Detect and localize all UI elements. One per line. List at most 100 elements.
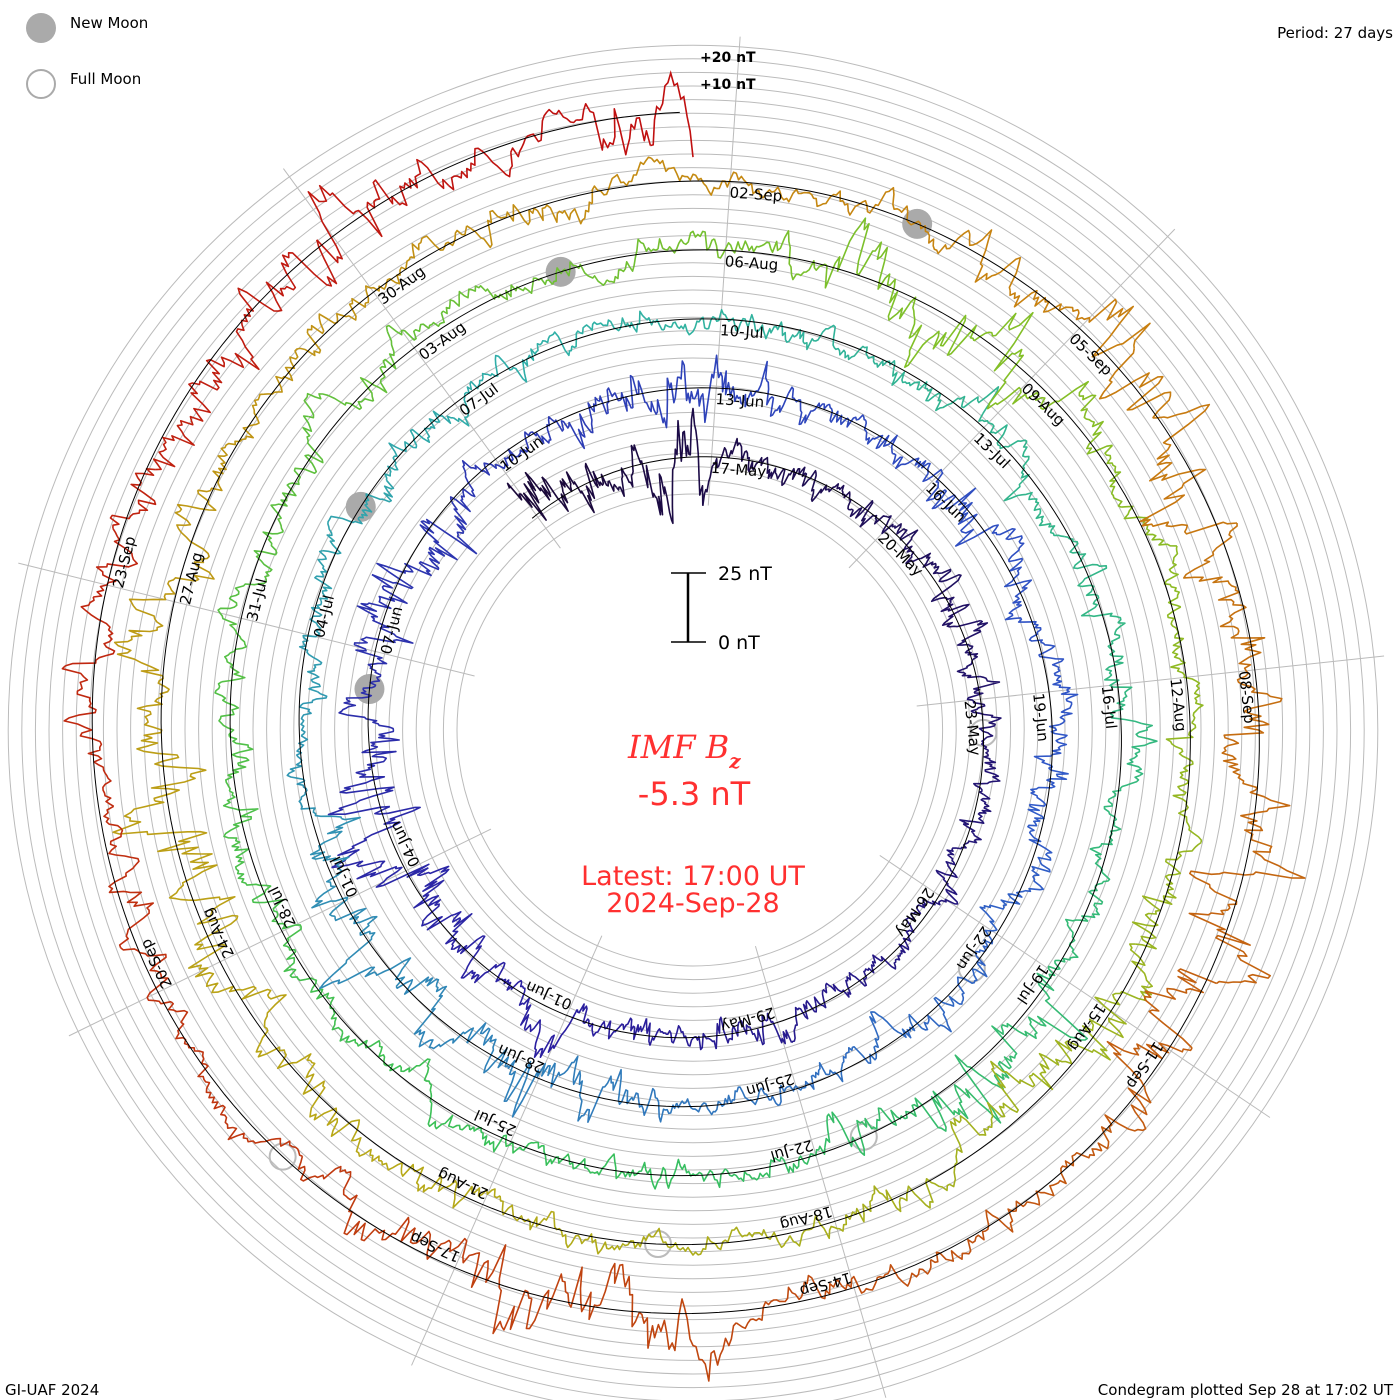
bz-trace-segment bbox=[234, 287, 283, 371]
bz-trace-segment bbox=[371, 561, 440, 590]
scale-bottom-label: 0 nT bbox=[718, 632, 760, 654]
radial-spoke bbox=[848, 228, 1176, 569]
bz-trace-segment bbox=[225, 735, 254, 792]
bz-trace-segment bbox=[306, 297, 367, 335]
bz-trace-segment bbox=[650, 157, 717, 196]
bz-trace-segment bbox=[461, 460, 491, 498]
bz-trace-segment bbox=[1236, 656, 1283, 723]
radial-spokes bbox=[18, 36, 1385, 1398]
radial-spoke bbox=[916, 655, 1385, 707]
bz-trace-segment bbox=[358, 479, 395, 519]
bz-trace-segment bbox=[716, 171, 781, 199]
bz-trace-segment bbox=[729, 1226, 791, 1249]
bz-trace-segment bbox=[735, 1286, 803, 1330]
bz-trace-segment bbox=[168, 853, 236, 914]
bz-trace-segment bbox=[255, 1020, 312, 1070]
bz-trace-segment bbox=[986, 380, 1089, 410]
bz-trace-segment bbox=[528, 201, 593, 225]
bz-trace-segment bbox=[569, 1153, 623, 1180]
bz-trace-segment bbox=[113, 605, 164, 677]
bz-trace-segment bbox=[310, 988, 344, 1033]
bz-trace-segment bbox=[1126, 722, 1158, 777]
bz-trace-segment bbox=[1103, 774, 1140, 824]
date-label: 21-Aug bbox=[435, 1165, 491, 1203]
bz-trace-segment bbox=[991, 524, 1025, 563]
bz-trace-segment bbox=[979, 889, 1026, 923]
date-label: 12-Aug bbox=[1166, 677, 1190, 732]
bz-trace-segment bbox=[1104, 444, 1123, 508]
grid-circle bbox=[347, 384, 1039, 1076]
grid-circle bbox=[442, 479, 944, 981]
bz-trace-segment bbox=[221, 627, 248, 683]
bz-trace-segment bbox=[227, 1126, 303, 1157]
bz-trace-segment bbox=[481, 354, 529, 383]
date-label: 19-Jun bbox=[1029, 692, 1052, 742]
grid-circle bbox=[429, 466, 957, 994]
bz-trace-segment bbox=[167, 1001, 205, 1064]
bz-trace-segment bbox=[1217, 591, 1266, 658]
bz-trace-segment bbox=[973, 311, 1034, 410]
bz-trace-segment bbox=[188, 912, 239, 984]
bz-trace-segment bbox=[385, 1058, 433, 1094]
bz-trace-segment bbox=[282, 939, 318, 989]
bz-trace-segment bbox=[355, 733, 400, 775]
bz-trace-segment bbox=[666, 360, 708, 424]
bz-trace-segment bbox=[584, 462, 618, 501]
bz-trace-segment bbox=[253, 530, 284, 582]
bz-trace-segment bbox=[935, 853, 958, 896]
bz-trace-segment bbox=[657, 230, 715, 254]
grid-circle bbox=[157, 194, 1229, 1266]
bz-trace-segment bbox=[645, 1018, 681, 1046]
bz-trace-segment bbox=[940, 596, 981, 628]
bz-trace-segment bbox=[1097, 1087, 1152, 1152]
full-moon-marker bbox=[957, 954, 986, 983]
bz-trace-segment bbox=[298, 643, 323, 693]
bz-trace-segment bbox=[798, 466, 828, 502]
radial-spoke bbox=[18, 562, 475, 677]
legend-new-moon: New Moon bbox=[70, 14, 148, 32]
date-label: 06-Aug bbox=[724, 252, 779, 274]
bz-trace-segment bbox=[956, 961, 988, 1005]
bz-trace-segment bbox=[103, 805, 140, 874]
bz-trace-segment bbox=[582, 1068, 634, 1123]
bz-trace-segment bbox=[61, 665, 97, 740]
bz-trace-segment bbox=[916, 891, 959, 915]
bz-trace-segment bbox=[930, 564, 962, 603]
bz-trace-segment bbox=[985, 1190, 1050, 1233]
bz-trace-segment bbox=[1089, 823, 1122, 873]
bz-trace-segment bbox=[914, 1084, 980, 1132]
bz-trace-segment bbox=[769, 230, 826, 281]
bz-trace-segment bbox=[650, 70, 694, 158]
bz-trace-segment bbox=[302, 600, 323, 644]
bz-trace-segment bbox=[1170, 666, 1204, 724]
bz-trace-segment bbox=[331, 860, 430, 888]
bz-trace-segment bbox=[303, 392, 374, 419]
bz-trace-segment bbox=[849, 500, 889, 528]
bz-trace-segment bbox=[197, 440, 241, 493]
bz-trace-segment bbox=[152, 414, 204, 471]
bz-trace-segment bbox=[136, 675, 170, 739]
bz-trace-segment bbox=[802, 324, 849, 359]
bz-trace-segment bbox=[466, 1022, 510, 1074]
bz-trace-segment bbox=[525, 1266, 601, 1330]
date-label: 23-May bbox=[961, 699, 985, 756]
bz-trace-segment bbox=[550, 1055, 584, 1122]
bz-trace-segment bbox=[779, 188, 844, 208]
bz-trace-segment bbox=[87, 737, 115, 807]
radial-spoke bbox=[411, 935, 603, 1366]
bz-trace-segment bbox=[356, 573, 408, 620]
bz-trace-segment bbox=[506, 471, 552, 521]
bz-trace-segment bbox=[591, 387, 633, 415]
radial-spoke bbox=[707, 36, 741, 506]
bz-trace-segment bbox=[813, 982, 852, 1009]
scale-bar: 25 nT 0 nT bbox=[671, 563, 772, 654]
bz-trace-segment bbox=[395, 976, 448, 1035]
date-label: 10-Jun bbox=[497, 432, 547, 475]
bz-trace-segment bbox=[1029, 1039, 1085, 1091]
legend-full-moon: Full Moon bbox=[70, 70, 141, 88]
bz-trace-segment bbox=[959, 793, 992, 825]
bz-trace-segment bbox=[293, 415, 324, 480]
bz-trace-segment bbox=[576, 103, 652, 156]
bz-trace-segment bbox=[1038, 641, 1065, 683]
